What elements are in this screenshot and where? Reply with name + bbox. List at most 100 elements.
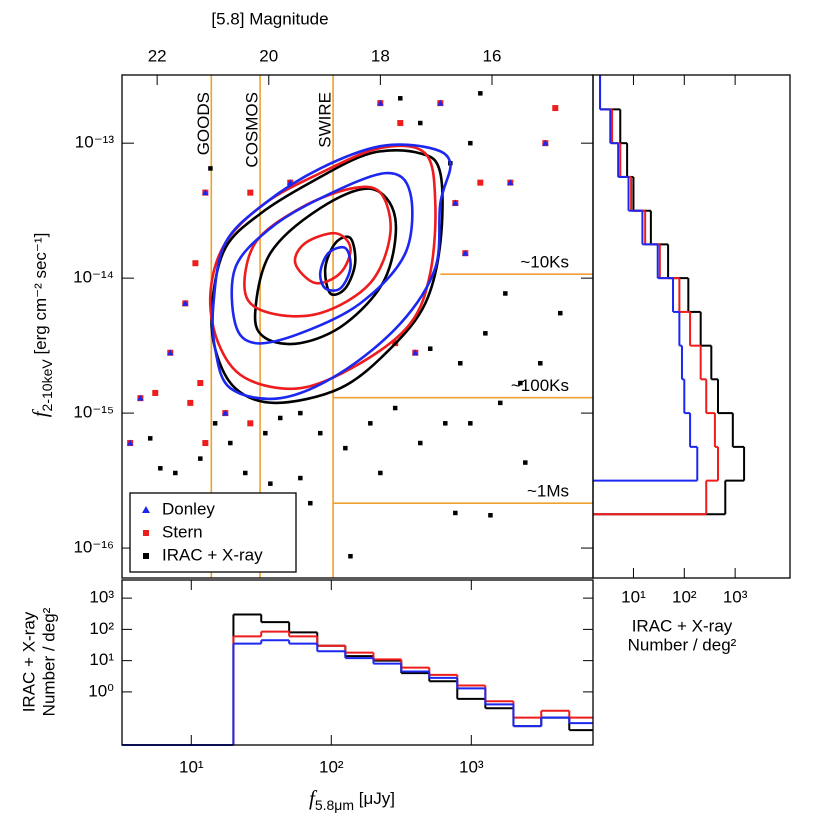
- scatter-point: [488, 513, 493, 518]
- top-tick-label: 18: [371, 46, 390, 65]
- scatter-point: [243, 470, 248, 476]
- legend-label: Stern: [162, 522, 203, 541]
- reference-label: ~10Ks: [520, 253, 569, 272]
- scatter-point: [418, 440, 423, 446]
- x-axis-symbol: f: [309, 786, 318, 810]
- x-axis-subscript: 5.8μm: [315, 797, 354, 813]
- y-axis-title: f2-10keV [erg cm⁻² sec⁻¹]: [28, 233, 55, 418]
- scatter-point: [452, 199, 459, 206]
- x-axis-title: f5.8μm [μJy]: [309, 786, 395, 813]
- main-panel: GOODS COSMOS SWIRE ~10Ks ~100Ks ~1Ms 10⁻¹³ 10⁻¹…: [73, 46, 594, 579]
- reference-label: ~100Ks: [511, 376, 569, 395]
- hist-y-title-line: Number / deg²: [39, 607, 58, 716]
- scatter-point: [247, 420, 254, 427]
- scatter-point: [427, 346, 433, 351]
- scatter-point: [247, 189, 254, 196]
- y-axis-unit: [erg cm⁻² sec⁻¹]: [31, 233, 50, 360]
- y-axis-symbol: f: [28, 408, 52, 417]
- scatter-point: [397, 120, 404, 127]
- legend: Donley Stern IRAC + X-ray: [129, 492, 297, 573]
- contour: [211, 143, 452, 401]
- scatter-point: [192, 260, 199, 267]
- legend-marker: [142, 506, 150, 513]
- plot-frame: [592, 74, 791, 579]
- scatter-point: [126, 439, 134, 446]
- scatter-point: [343, 445, 348, 451]
- scatter-point: [542, 139, 549, 146]
- scatter-point: [507, 179, 514, 186]
- scatter-point: [348, 553, 353, 559]
- legend-label: IRAC + X-ray: [162, 545, 263, 564]
- scatter-point: [187, 399, 194, 406]
- scatter-point: [377, 99, 384, 106]
- y-tick-label: 10⁰: [88, 681, 114, 700]
- scatter-point: [558, 310, 563, 316]
- scatter-point: [202, 440, 209, 447]
- scatter-point: [523, 460, 528, 465]
- scatter-point: [478, 91, 483, 96]
- contour: [253, 187, 398, 346]
- scatter-point: [437, 99, 444, 106]
- reference-label: ~1Ms: [527, 482, 569, 501]
- x-tick-label: 10²: [672, 587, 697, 606]
- scatter-point: [222, 409, 229, 416]
- top-tick-label: 16: [483, 46, 502, 65]
- y-tick-label: 10²: [89, 619, 114, 638]
- scatter-point: [392, 405, 398, 411]
- legend-label: Donley: [162, 499, 215, 518]
- scatter-point: [552, 105, 559, 112]
- hist-x-title-line: IRAC + X-ray: [632, 616, 733, 635]
- scatter-point: [418, 120, 423, 126]
- scatter-point: [462, 249, 469, 256]
- scatter-point: [453, 510, 458, 516]
- y-tick-label: 10¹: [89, 650, 114, 669]
- y-tick-label: 10³: [89, 588, 114, 607]
- scatter-point: [538, 361, 543, 366]
- y-tick-label: 10⁻¹⁶: [73, 538, 114, 557]
- legend-marker: [143, 530, 149, 536]
- scatter-point: [263, 430, 268, 436]
- legend-marker: [143, 553, 149, 559]
- scatter-point: [208, 166, 213, 171]
- scatter-point: [378, 470, 383, 476]
- scatter-point: [468, 421, 473, 426]
- legend-box: [129, 492, 297, 573]
- reference-label: COSMOS: [243, 92, 262, 168]
- y-tick-label: 10⁻¹³: [75, 133, 115, 152]
- contour: [318, 245, 352, 292]
- x-tick-label: 10²: [319, 757, 344, 776]
- top-axis-title: [5.8] Magnitude: [211, 9, 328, 28]
- bottom-histogram: 10¹ 10² 10³ 10⁰ 10¹ 10² 10³: [88, 579, 594, 776]
- contour: [293, 231, 352, 285]
- scatter-point: [173, 470, 178, 476]
- y-tick-label: 10⁻¹⁴: [73, 268, 114, 287]
- scatter-point: [468, 140, 473, 146]
- scatter-point: [398, 96, 403, 101]
- scatter-point: [212, 421, 218, 426]
- scatter-point: [368, 421, 373, 426]
- y-tick-label: 10⁻¹⁵: [73, 403, 114, 422]
- scatter-point: [503, 291, 508, 296]
- contour: [230, 171, 414, 345]
- scatter-point: [477, 179, 484, 186]
- scatter-point: [483, 331, 488, 336]
- scatter-point: [268, 481, 273, 486]
- scatter-point: [412, 349, 419, 356]
- scatter-point: [147, 436, 153, 441]
- x-axis-unit: [μJy]: [354, 789, 395, 808]
- scatter-point: [308, 500, 313, 506]
- scatter-point: [197, 380, 204, 387]
- hist-x-title-line: Number / deg²: [628, 635, 737, 654]
- scatter-point: [228, 440, 233, 446]
- scatter-point: [152, 389, 159, 396]
- top-tick-label: 22: [148, 46, 167, 65]
- scatter-point: [298, 410, 303, 416]
- scatter-point: [198, 456, 203, 461]
- y-axis-subscript: 2-10keV: [39, 359, 55, 412]
- x-tick-label: 10¹: [179, 757, 204, 776]
- scatter-point: [518, 380, 523, 386]
- scatter-point: [443, 421, 448, 426]
- reference-label: GOODS: [194, 92, 213, 155]
